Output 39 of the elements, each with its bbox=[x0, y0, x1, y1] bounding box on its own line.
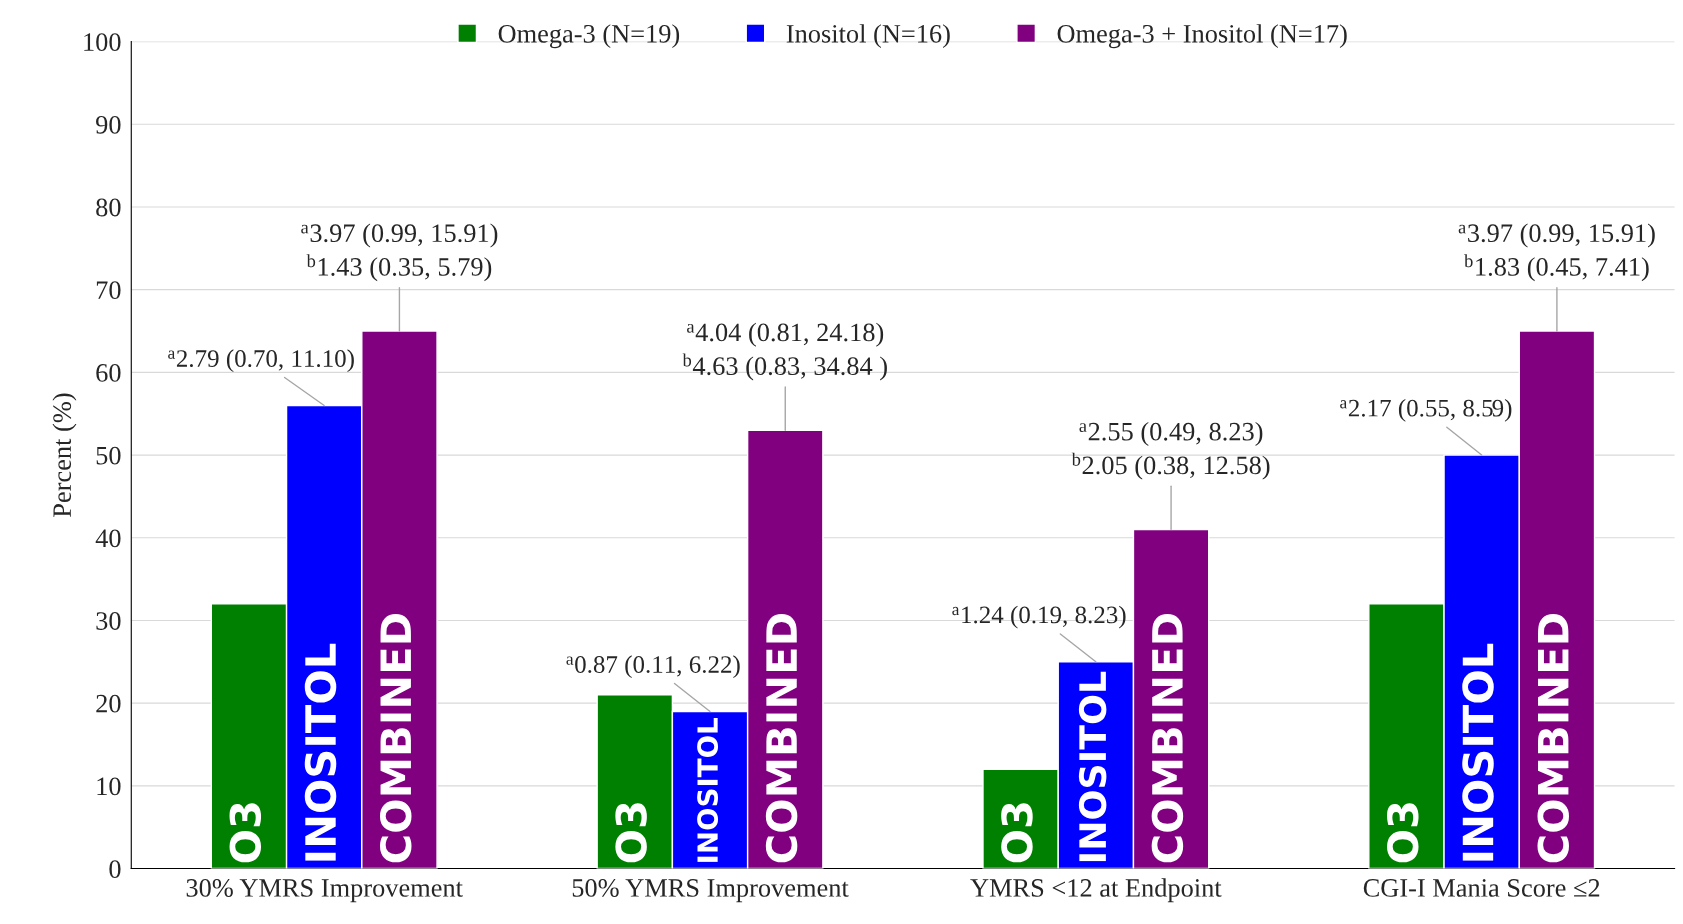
annotation: $^{a}$1.24 (0.19, 8.23) bbox=[952, 605, 1126, 629]
y-tick-label: 70 bbox=[96, 281, 121, 300]
annotation: COMBINED bbox=[1151, 613, 1184, 863]
annotation: INOSITOL bbox=[304, 643, 337, 861]
annotation: INOSITOL bbox=[1462, 643, 1494, 861]
y-tick-label: 20 bbox=[96, 694, 121, 713]
x-tick-label: CGI-I Mania Score ≤2 bbox=[1363, 879, 1600, 897]
y-tick-label: 40 bbox=[95, 529, 121, 548]
annotation: O3 bbox=[229, 803, 262, 863]
legend-label: Omega-3 (N=19) bbox=[498, 24, 680, 49]
annotation: O3 bbox=[615, 803, 647, 863]
y-tick-label: 100 bbox=[84, 33, 121, 51]
x-tick-label: YMRS <12 at Endpoint bbox=[970, 878, 1222, 903]
y-tick-label: 50 bbox=[96, 446, 121, 465]
annotation: COMBINED bbox=[1537, 613, 1569, 863]
annotation: O3 bbox=[1001, 803, 1033, 863]
y-tick-label: 80 bbox=[96, 198, 121, 217]
y-tick-label: 60 bbox=[96, 363, 121, 382]
y-axis-title: Percent (%) bbox=[52, 393, 77, 517]
annotation: $^{a}$3.97 (0.99, 15.91) $^{b}$1.83 (0.45, 7.41) bbox=[1458, 223, 1655, 282]
annotation: $^{a}$2.55 (0.49, 8.23) $^{b}$2.05 (0.38, 12.58) bbox=[1071, 422, 1270, 480]
y-tick-label: 30 bbox=[96, 612, 121, 630]
annotation: COMBINED bbox=[380, 613, 412, 863]
y-tick-label: 10 bbox=[97, 777, 121, 796]
annotation: $^{a}$3.97 (0.99, 15.91) $^{b}$1.43 (0.35, 5.79) bbox=[301, 223, 498, 282]
annotation: INOSITOL bbox=[1078, 671, 1107, 862]
annotation: $^{a}$2.17 (0.55, 8.59) bbox=[1340, 398, 1512, 422]
annotation: $^{a}$0.87 (0.11, 6.22) bbox=[566, 655, 740, 679]
legend-label: Omega-3 + Inositol (N=17) bbox=[1057, 24, 1347, 49]
y-tick-label: 0 bbox=[109, 860, 121, 878]
annotation: $^{a}$2.79 (0.70, 11.10) bbox=[168, 349, 354, 373]
x-tick-label: 50% YMRS Improvement bbox=[572, 879, 849, 903]
annotation: COMBINED bbox=[765, 613, 798, 863]
legend-label: Inositol (N=16) bbox=[786, 24, 950, 49]
y-tick-label: 90 bbox=[96, 115, 121, 134]
annotation: INOSITOL bbox=[697, 718, 719, 862]
annotation: $^{a}$4.04 (0.81, 24.18) $^{b}$4.63 (0.83, 34.84 ) bbox=[682, 322, 887, 381]
annotation: O3 bbox=[1387, 803, 1419, 863]
x-tick-label: 30% YMRS Improvement bbox=[186, 879, 463, 903]
